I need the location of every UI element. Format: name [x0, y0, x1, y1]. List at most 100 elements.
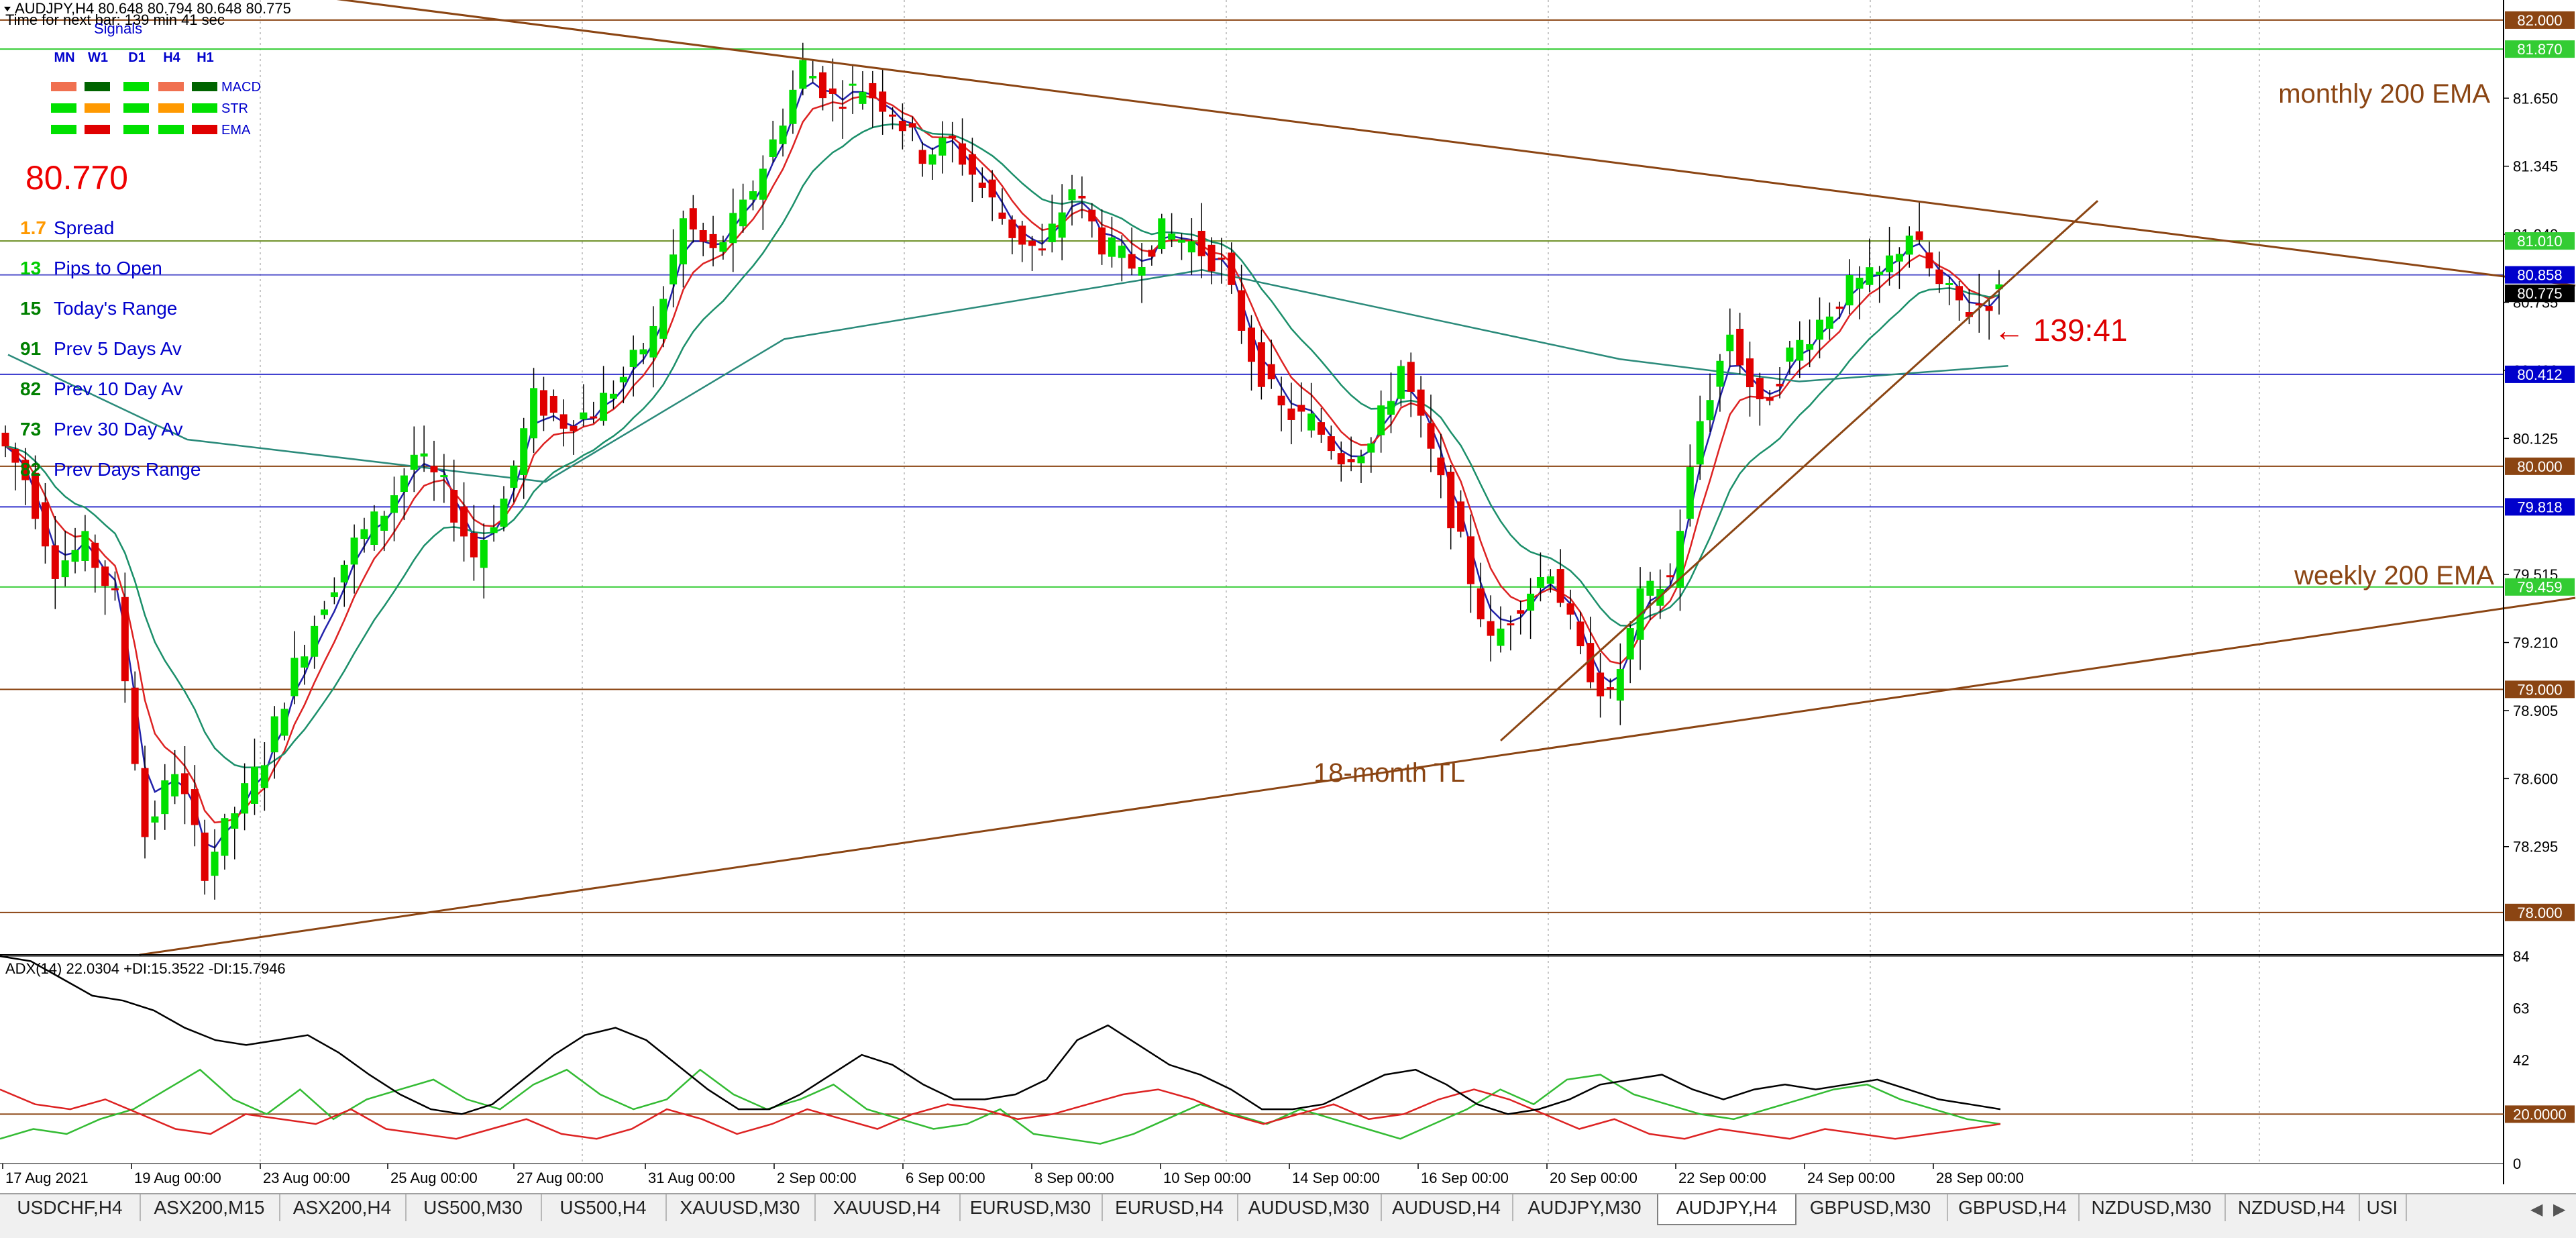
- bear-candle: [1028, 240, 1036, 246]
- bull-candle: [849, 83, 857, 86]
- bull-candle: [1716, 360, 1724, 387]
- trendlines[interactable]: [0, 0, 2576, 956]
- bull-candle: [260, 765, 268, 788]
- bear-candle: [559, 414, 568, 429]
- bear-candle: [570, 425, 578, 431]
- bull-candle: [659, 299, 667, 339]
- chart-area[interactable]: ADX(14) 22.0304 +DI:15.3522 -DI:15.7946 8…: [0, 0, 2576, 1194]
- signal-cell: [85, 125, 110, 134]
- bear-candle: [1756, 378, 1764, 400]
- time-tick-label: 2 Sep 00:00: [777, 1170, 857, 1186]
- price-tick-label: 80.125: [2513, 430, 2558, 447]
- bull-candle: [1068, 189, 1076, 201]
- bear-candle: [1208, 244, 1216, 272]
- horizontal-levels: [0, 19, 2504, 913]
- tab-audjpy-h4[interactable]: AUDJPY,H4: [1657, 1194, 1796, 1225]
- bear-candle: [1407, 362, 1415, 392]
- trendline-upper[interactable]: [0, 0, 2576, 287]
- tab-us500-m30[interactable]: US500,M30: [405, 1194, 542, 1221]
- signal-cell: [158, 82, 184, 91]
- tab-asx200-m15[interactable]: ASX200,M15: [140, 1194, 280, 1221]
- tab-xauusd-m30[interactable]: XAUUSD,M30: [665, 1194, 816, 1221]
- bear-candle: [949, 136, 957, 139]
- bull-candle: [301, 656, 309, 668]
- bull-candle: [1886, 255, 1894, 272]
- chart-header: AUDJPY,H4 80.648 80.794 80.648 80.775 Ti…: [4, 0, 291, 37]
- bull-candle: [1686, 467, 1694, 519]
- bear-candle: [1088, 209, 1096, 221]
- price-label-text: 80.412: [2517, 366, 2562, 383]
- bull-candle: [321, 609, 329, 615]
- bull-candle: [749, 191, 757, 200]
- stat-value: 15: [20, 298, 41, 319]
- tab-eurusd-h4[interactable]: EURUSD,H4: [1102, 1194, 1238, 1221]
- bull-candle: [1058, 212, 1066, 238]
- tab-nzdusd-h4[interactable]: NZDUSD,H4: [2224, 1194, 2360, 1221]
- chart-menu-icon[interactable]: [4, 7, 11, 11]
- tab-nzdusd-m30[interactable]: NZDUSD,M30: [2078, 1194, 2226, 1221]
- trendline-short-up[interactable]: [1499, 200, 2099, 741]
- bull-candle: [221, 818, 229, 856]
- adx-tick-label: 0: [2513, 1155, 2521, 1172]
- bull-candle: [1626, 628, 1634, 660]
- bear-candle: [918, 150, 926, 164]
- bear-candle: [11, 448, 19, 463]
- tab-asx200-h4[interactable]: ASX200,H4: [279, 1194, 407, 1221]
- bull-candle: [928, 154, 936, 165]
- tab-eurusd-m30[interactable]: EURUSD,M30: [959, 1194, 1103, 1221]
- tab-audusd-h4[interactable]: AUDUSD,H4: [1381, 1194, 1513, 1221]
- bull-candle: [1168, 234, 1176, 240]
- bear-candle: [898, 121, 906, 132]
- bear-candle: [1746, 358, 1754, 388]
- bear-candle: [689, 208, 697, 229]
- bear-candle: [1417, 389, 1425, 416]
- time-tick-label: 17 Aug 2021: [5, 1170, 89, 1186]
- price-label-box: [2505, 232, 2575, 250]
- bull-candle: [420, 453, 428, 457]
- bull-candle: [311, 625, 319, 657]
- bull-candle: [938, 138, 947, 156]
- bear-candle: [1287, 408, 1295, 420]
- bull-candle: [350, 537, 358, 565]
- moving-averages: [5, 81, 2008, 849]
- time-axis: 17 Aug 2021 19 Aug 00:00 23 Aug 00:00 25 Au…: [2, 1164, 2024, 1186]
- bear-candle: [41, 502, 49, 547]
- bear-candle: [1915, 231, 1923, 240]
- bear-candle: [1466, 536, 1474, 584]
- adx-level-box: [2505, 1105, 2575, 1123]
- bull-candle: [1138, 266, 1146, 276]
- bull-candle: [739, 199, 747, 227]
- tab-audusd-m30[interactable]: AUDUSD,M30: [1237, 1194, 1382, 1221]
- tab-scroll-left-icon[interactable]: ◀: [2530, 1200, 2543, 1219]
- bull-candle: [1945, 282, 1953, 285]
- bear-candle: [1248, 327, 1255, 362]
- adx-label: ADX(14) 22.0304 +DI:15.3522 -DI:15.7946: [5, 960, 286, 977]
- stat-label: Pips to Open: [54, 258, 162, 278]
- trendline-18-month[interactable]: [139, 597, 2576, 956]
- bear-candle: [191, 789, 199, 825]
- tab-us500-h4[interactable]: US500,H4: [541, 1194, 667, 1221]
- bull-candle: [779, 125, 787, 144]
- signal-timeframe: W1: [88, 50, 108, 65]
- time-tick-label: 14 Sep 00:00: [1292, 1170, 1380, 1186]
- price-tick-label: 81.650: [2513, 90, 2558, 107]
- chart-tabs-bar: USDCHF,H4 ASX200,M15 ASX200,H4 US500,M30 US5…: [0, 1193, 2576, 1238]
- tab-xauusd-h4[interactable]: XAUUSD,H4: [814, 1194, 961, 1221]
- bear-candle: [959, 143, 967, 165]
- bear-candle: [1098, 227, 1106, 255]
- plus-di-line: [0, 1068, 2001, 1145]
- tab-gbpusd-m30[interactable]: GBPUSD,M30: [1794, 1194, 1948, 1221]
- weekly-ema-label: weekly 200 EMA: [2294, 561, 2494, 590]
- tab-gbpusd-h4[interactable]: GBPUSD,H4: [1947, 1194, 2080, 1221]
- bar-countdown: ← 139:41: [1994, 313, 2127, 348]
- stat-label: Spread: [54, 217, 114, 238]
- tab-scroll-right-icon[interactable]: ▶: [2553, 1200, 2566, 1219]
- tab-usi[interactable]: USI: [2359, 1194, 2407, 1221]
- price-label-text: 80.775: [2517, 285, 2562, 302]
- price-label-text: 81.870: [2517, 41, 2562, 58]
- tab-usdchf-h4[interactable]: USDCHF,H4: [0, 1194, 141, 1221]
- symbol-line: AUDJPY,H4 80.648 80.794 80.648 80.775: [15, 0, 291, 17]
- bull-candle: [290, 658, 299, 697]
- tab-audjpy-m30[interactable]: AUDJPY,M30: [1512, 1194, 1658, 1221]
- bear-candle: [1337, 453, 1345, 465]
